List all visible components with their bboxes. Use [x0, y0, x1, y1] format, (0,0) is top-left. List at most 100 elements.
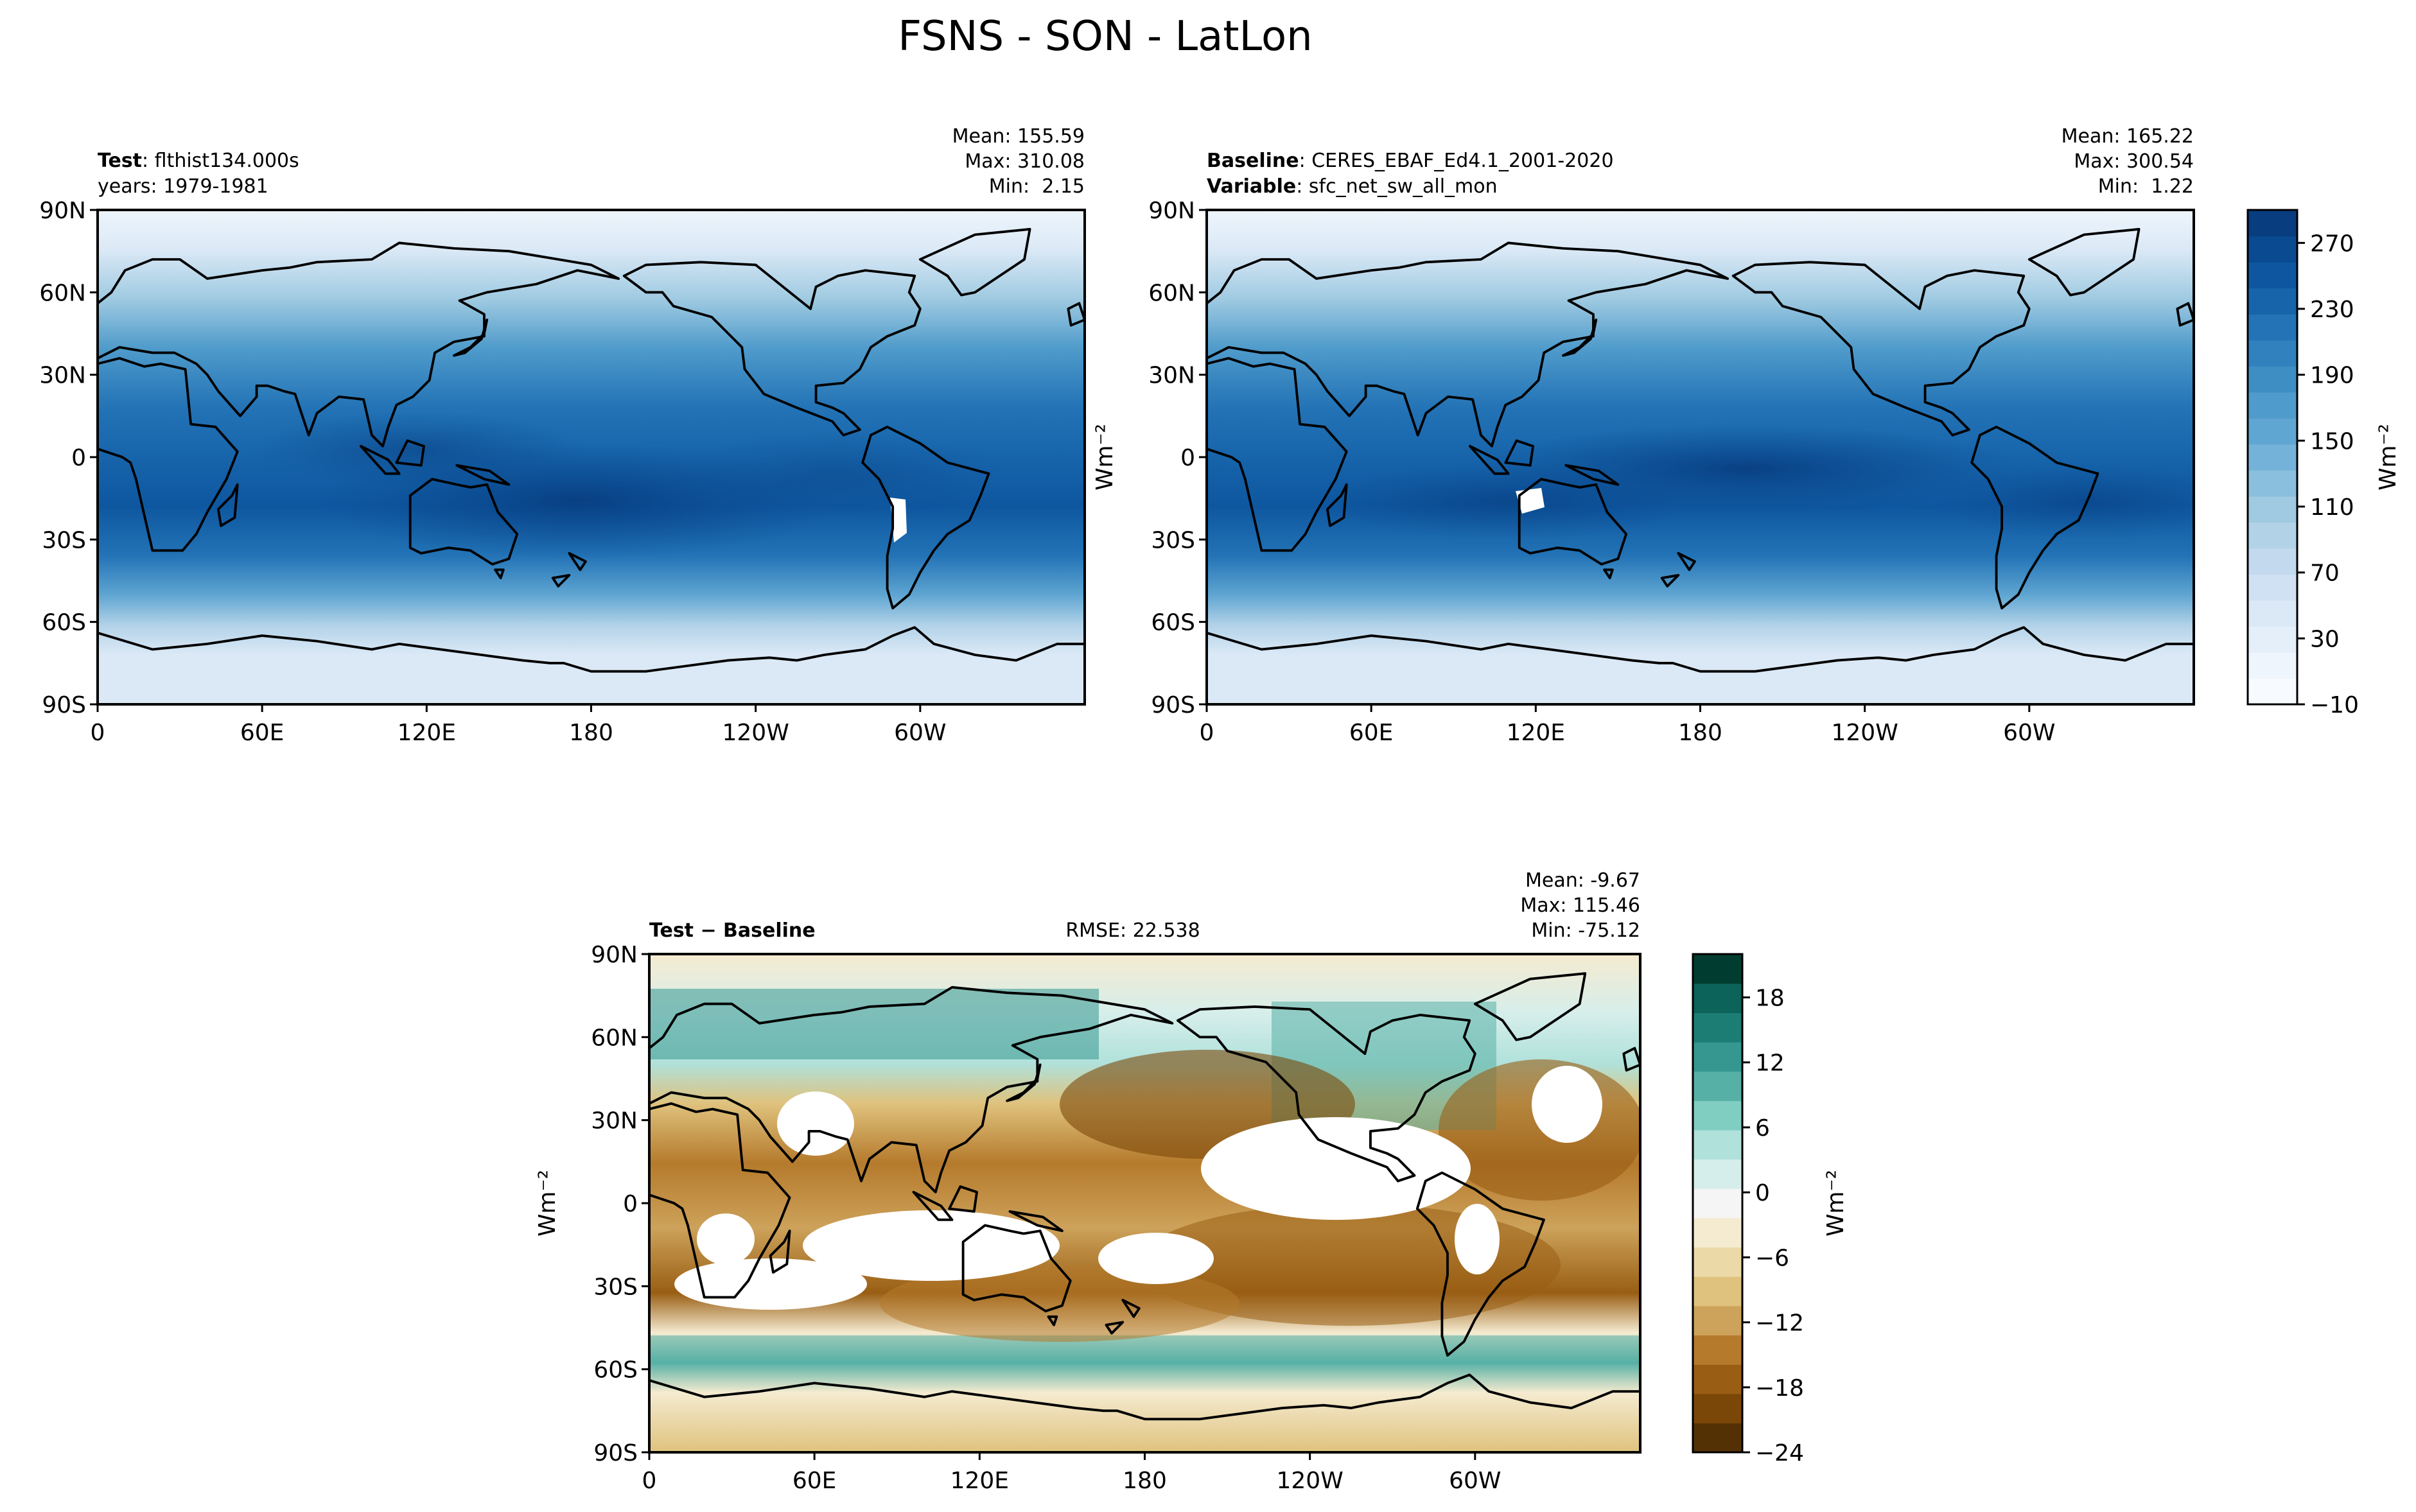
- colorbar-diff-swatch: [1693, 1159, 1742, 1189]
- colorbar-diff-swatch: [1693, 1012, 1742, 1043]
- colorbar-main-swatch: [2248, 262, 2297, 289]
- colorbar-main-tick-label: 70: [2310, 560, 2340, 587]
- colorbar-diff-tick-label: 6: [1755, 1115, 1770, 1142]
- colorbar-main-swatch: [2248, 314, 2297, 341]
- colorbar-diff: −24 −18 −12 −6 0 6 12 18 Wm⁻²: [1692, 953, 1849, 1466]
- baseline-ticks: 0 60E 120E 180 120W 60W 90N 60N 30N 0 30S 60S 90S: [1148, 198, 2055, 746]
- test-map-field: [98, 210, 1085, 704]
- panel-test: Test: flthist134.000s years: 1979-1981 M…: [39, 125, 1086, 746]
- baseline-xtick-label: 180: [1678, 720, 1722, 746]
- colorbar-diff-swatch: [1693, 1276, 1742, 1307]
- diff-ytick-label: 0: [623, 1191, 638, 1217]
- baseline-xtick-label: 120W: [1832, 720, 1898, 746]
- colorbar-diff-tick-label: 12: [1755, 1050, 1785, 1077]
- colorbar-main-swatch: [2248, 522, 2297, 549]
- colorbar-main-swatch: [2248, 418, 2297, 445]
- colorbar-main: −10 30 70 110 150 190 230 270 Wm⁻²: [2246, 209, 2401, 718]
- colorbar-main-swatch: [2248, 210, 2297, 237]
- diff-stat-min: Min: -75.12: [1531, 919, 1640, 942]
- baseline-xtick-label: 120E: [1507, 720, 1565, 746]
- test-ytick-label: 60N: [39, 280, 86, 306]
- colorbar-diff-swatch: [1693, 1041, 1742, 1072]
- colorbar-main-swatch: [2248, 470, 2297, 497]
- diff-xtick-label: 0: [642, 1468, 657, 1494]
- colorbar-main-tick-label: −10: [2310, 692, 2359, 718]
- colorbar-main-swatch: [2248, 236, 2297, 263]
- baseline-ytick-label: 90S: [1151, 692, 1195, 718]
- test-ytick-label: 60S: [42, 610, 86, 636]
- panel-difference: Test − Baseline RMSE: 22.538 Mean: -9.67…: [534, 869, 1641, 1494]
- test-ylabel-between: Wm⁻²: [1092, 424, 1118, 491]
- colorbar-main-swatch: [2248, 548, 2297, 575]
- colorbar-diff-swatch: [1693, 1129, 1742, 1160]
- diff-ytick-label: 60S: [593, 1357, 638, 1384]
- colorbar-diff-swatch: [1693, 1335, 1742, 1365]
- baseline-map-field: [1207, 210, 2194, 704]
- test-stat-max: Max: 310.08: [965, 150, 1085, 173]
- colorbar-main-tick-label: 230: [2310, 297, 2354, 323]
- diff-xtick-label: 180: [1123, 1468, 1167, 1494]
- baseline-xtick-label: 0: [1200, 720, 1214, 746]
- test-xtick-label: 60E: [240, 720, 284, 746]
- test-header-bold: Test: [98, 150, 142, 172]
- baseline-header-line2: Variable: sfc_net_sw_all_mon: [1207, 175, 1498, 198]
- test-xtick-label: 120E: [398, 720, 456, 746]
- colorbar-main-tick-label: 190: [2310, 363, 2354, 389]
- diff-ytick-label: 90N: [591, 942, 638, 968]
- variable-header-bold: Variable: [1207, 175, 1296, 198]
- diff-ytick-label: 90S: [593, 1440, 638, 1466]
- diff-ylabel: Wm⁻²: [534, 1170, 561, 1237]
- baseline-stat-mean: Mean: 165.22: [2061, 125, 2194, 148]
- colorbar-main-tick-label: 30: [2310, 626, 2340, 652]
- colorbar-main-swatch: [2248, 496, 2297, 523]
- diff-stat-max: Max: 115.46: [1520, 894, 1640, 917]
- baseline-ytick-label: 30S: [1151, 527, 1195, 553]
- diff-xtick-label: 120E: [950, 1468, 1009, 1494]
- test-xtick-label: 0: [91, 720, 105, 746]
- test-ytick-label: 30N: [39, 363, 86, 389]
- diff-xtick-label: 60E: [792, 1468, 837, 1494]
- baseline-ytick-label: 30N: [1148, 363, 1195, 389]
- colorbar-diff-swatch: [1693, 1364, 1742, 1395]
- colorbar-diff-swatch: [1693, 1247, 1742, 1277]
- colorbar-main-swatch: [2248, 444, 2297, 471]
- colorbar-diff-tick-label: −12: [1755, 1310, 1804, 1337]
- baseline-stat-min: Min: 1.22: [2098, 175, 2194, 198]
- colorbar-main-swatch: [2248, 366, 2297, 393]
- colorbar-main-swatch: [2248, 652, 2297, 679]
- colorbar-main-tick-label: 150: [2310, 428, 2354, 455]
- test-xtick-label: 120W: [722, 720, 789, 746]
- baseline-xtick-label: 60E: [1349, 720, 1394, 746]
- colorbar-diff-swatch: [1693, 1071, 1742, 1101]
- baseline-ytick-label: 0: [1180, 445, 1195, 471]
- baseline-header-dataset: : CERES_EBAF_Ed4.1_2001-2020: [1299, 150, 1614, 172]
- colorbar-diff-tick-label: 18: [1755, 985, 1785, 1011]
- colorbar-main-swatch: [2248, 288, 2297, 315]
- test-ytick-label: 30S: [42, 527, 86, 553]
- colorbar-main-swatch: [2248, 626, 2297, 653]
- diff-stat-mean: Mean: -9.67: [1525, 869, 1640, 892]
- figure-title: FSNS - SON - LatLon: [898, 13, 1312, 60]
- colorbar-main-swatch: [2248, 340, 2297, 367]
- test-ytick-label: 90N: [39, 198, 86, 224]
- colorbar-main-frame: [2246, 209, 2298, 706]
- colorbar-main-swatch: [2248, 678, 2297, 705]
- colorbar-main-tick-label: 270: [2310, 230, 2354, 257]
- baseline-xtick-label: 60W: [2003, 720, 2055, 746]
- test-stat-min: Min: 2.15: [989, 175, 1085, 198]
- diff-ytick-label: 30S: [593, 1274, 638, 1300]
- colorbar-diff-tick-label: −24: [1755, 1440, 1804, 1466]
- colorbar-diff-tick-label: 0: [1755, 1180, 1770, 1206]
- diff-xtick-label: 120W: [1277, 1468, 1344, 1494]
- colorbar-diff-swatch: [1693, 1217, 1742, 1248]
- colorbar-diff-frame: [1692, 953, 1744, 1454]
- baseline-header-bold: Baseline: [1207, 150, 1299, 172]
- colorbar-diff-swatch: [1693, 983, 1742, 1013]
- baseline-ytick-label: 60S: [1151, 610, 1195, 636]
- colorbar-main-swatch: [2248, 600, 2297, 627]
- colorbar-diff-tick-label: −18: [1755, 1375, 1804, 1402]
- test-stat-mean: Mean: 155.59: [952, 125, 1085, 148]
- test-xtick-label: 60W: [894, 720, 946, 746]
- test-ticks: 0 60E 120E 180 120W 60W 90N 60N 30N 0 30S 60S 90S: [39, 198, 946, 746]
